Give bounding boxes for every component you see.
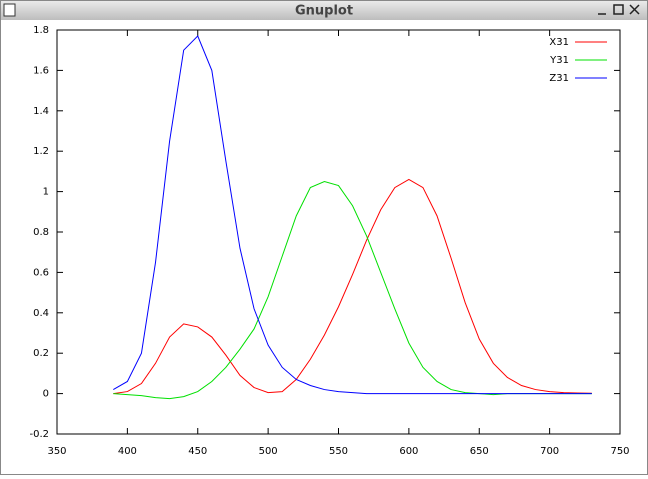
y-tick-label: 1.8: [33, 25, 49, 36]
window-menu-icon[interactable]: [3, 3, 16, 17]
x-tick-label: 500: [259, 446, 278, 457]
legend-label: X31: [549, 37, 569, 48]
y-tick-label: 1.2: [33, 146, 49, 157]
series-line: [113, 178, 592, 395]
y-tick-label: 0.6: [33, 267, 49, 278]
y-tick-label: 0.2: [33, 348, 49, 359]
window-buttons: [598, 4, 640, 15]
y-tick-label: 0: [43, 389, 49, 400]
y-tick-label: 0.4: [33, 308, 49, 319]
x-tick-label: 750: [610, 446, 629, 457]
y-tick-label: 1.4: [33, 106, 49, 117]
x-tick-label: 450: [188, 446, 207, 457]
title-bar: [1, 1, 647, 20]
x-tick-label: 550: [329, 446, 348, 457]
y-tick-label: 1.6: [33, 65, 49, 76]
legend-label: Z31: [549, 73, 569, 84]
x-tick-label: 400: [118, 446, 137, 457]
y-tick-label: 1: [43, 187, 49, 198]
legend-label: Y31: [549, 55, 569, 66]
x-tick-label: 350: [47, 446, 66, 457]
x-tick-label: 600: [399, 446, 418, 457]
y-tick-label: 0.8: [33, 227, 49, 238]
x-tick-label: 700: [540, 446, 559, 457]
close-button[interactable]: [629, 4, 640, 15]
y-tick-label: -0.2: [29, 429, 49, 440]
series-line: [113, 35, 592, 395]
x-tick-label: 650: [470, 446, 489, 457]
window-title: Gnuplot: [295, 4, 353, 19]
maximize-button[interactable]: [613, 4, 624, 15]
